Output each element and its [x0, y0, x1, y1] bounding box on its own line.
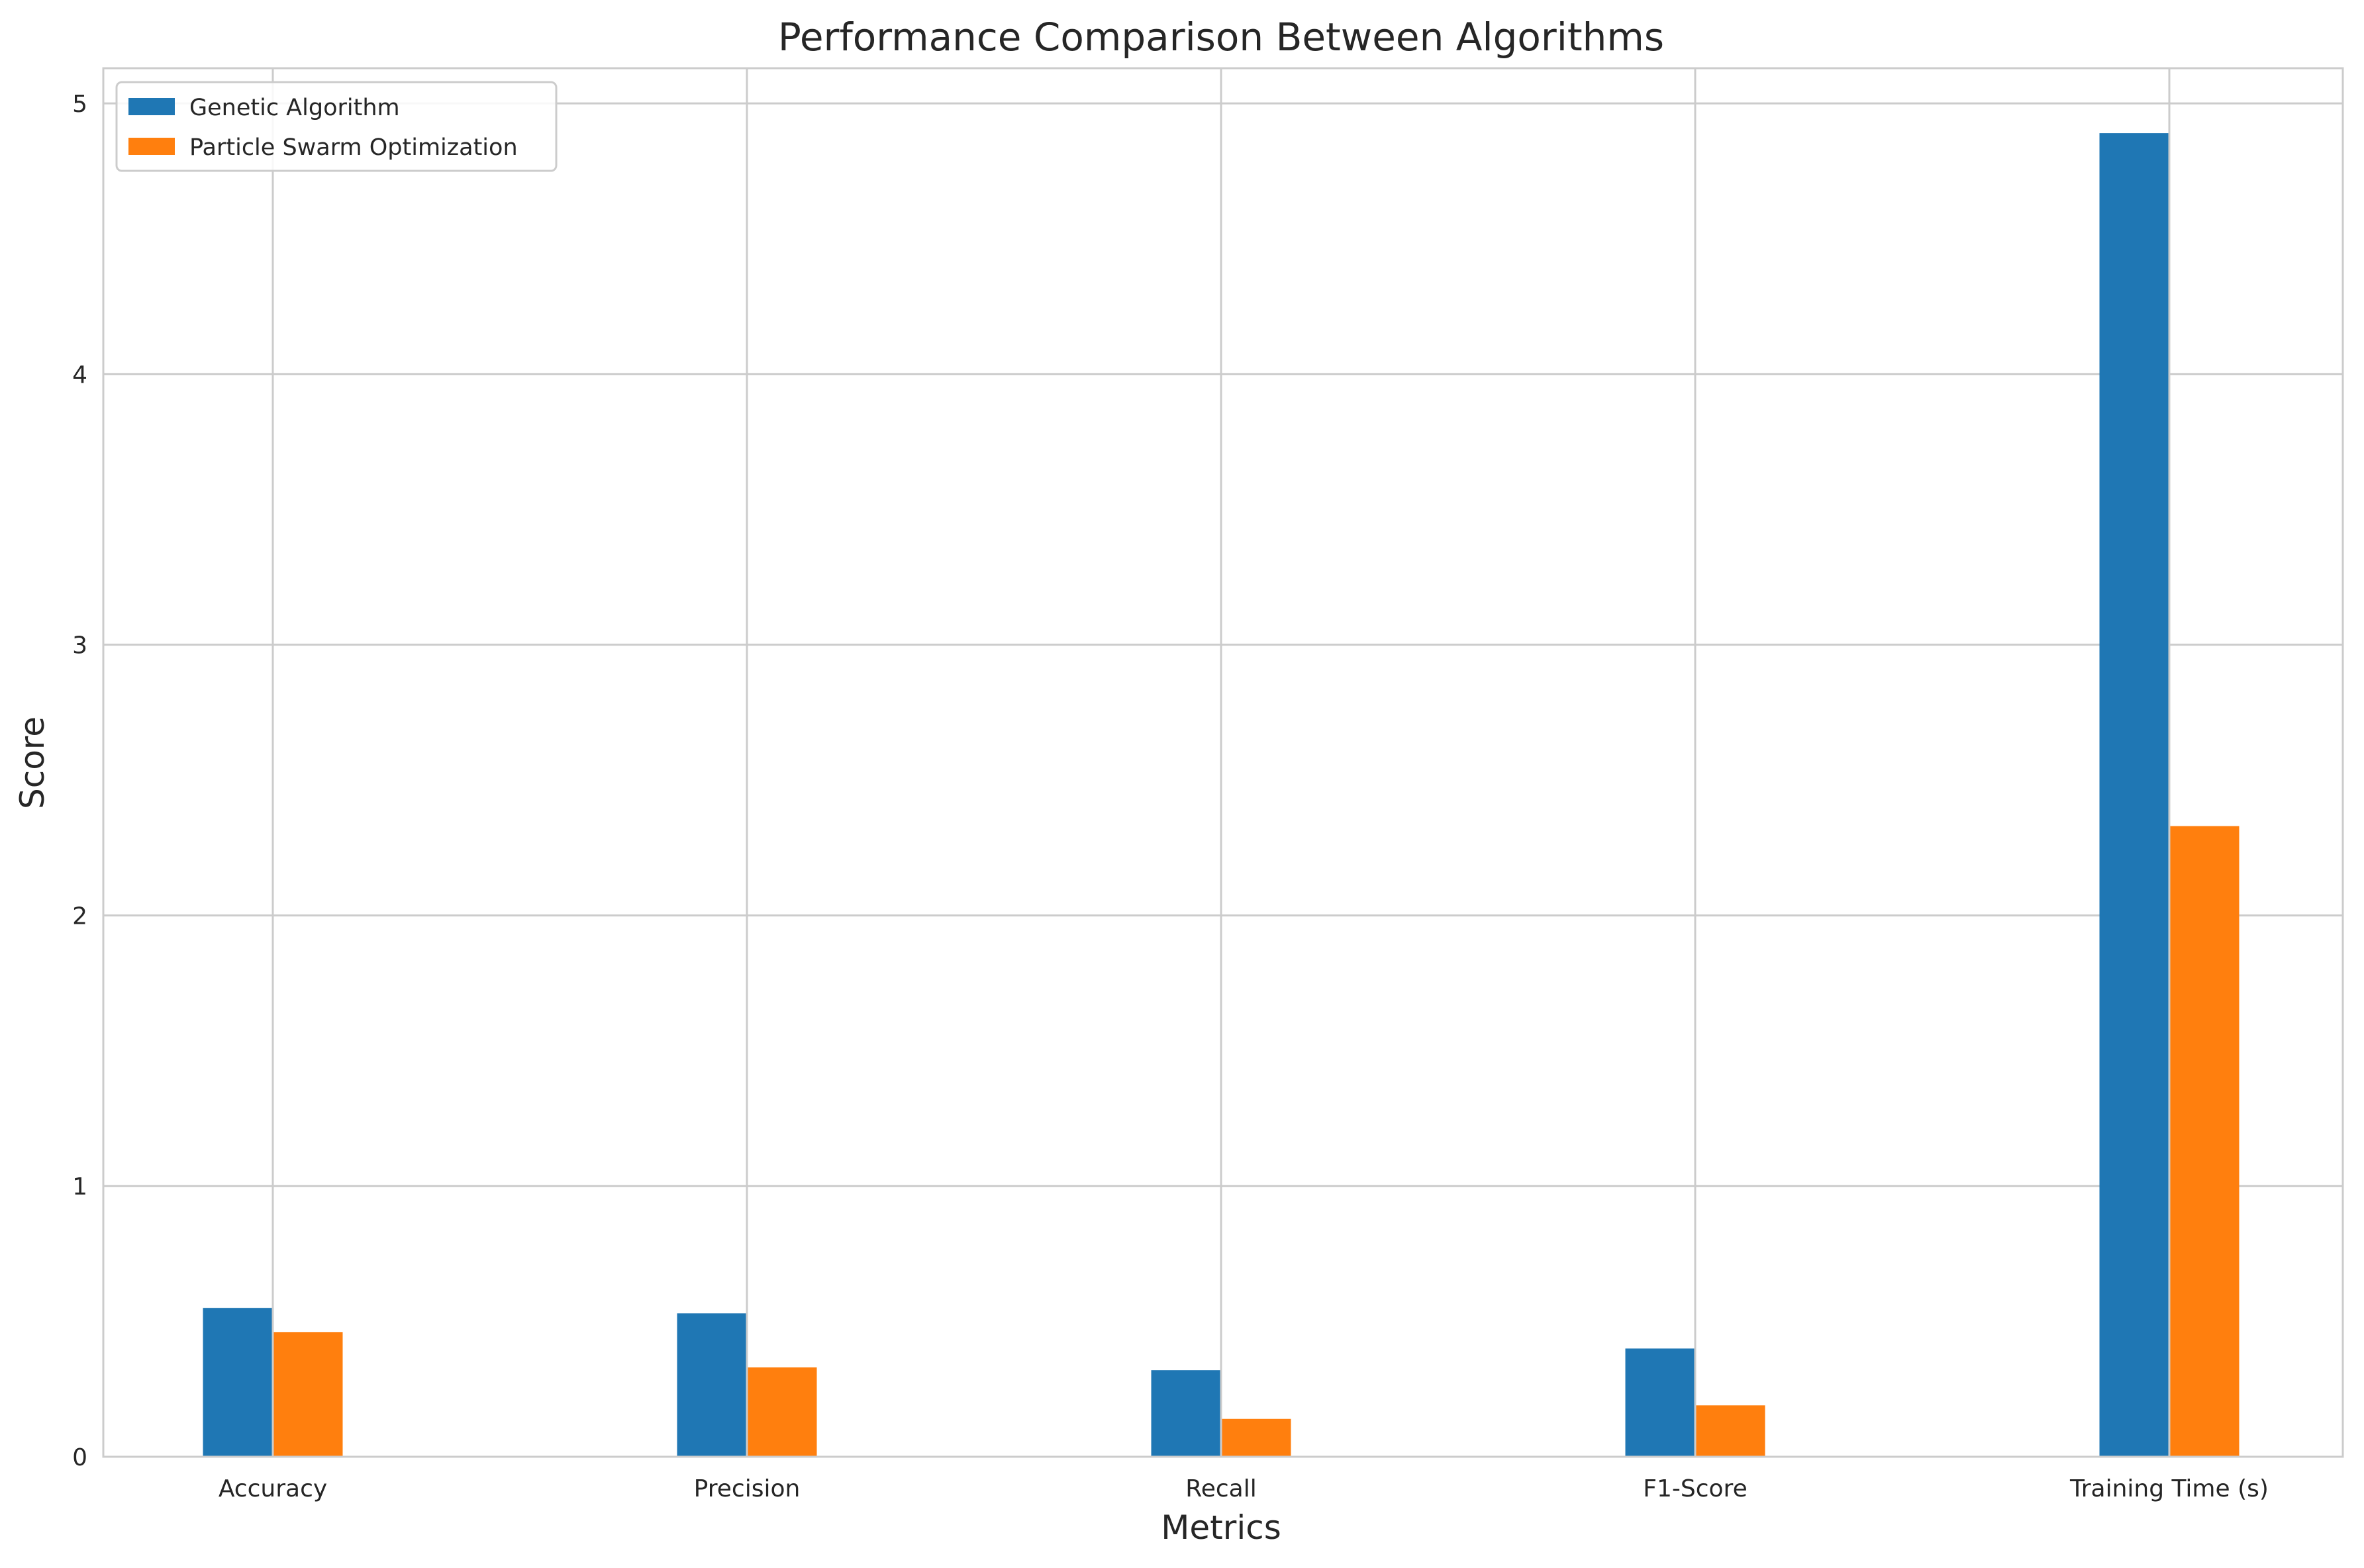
legend: Genetic Algorithm Particle Swarm Optimiza… [115, 81, 558, 172]
bar-genetic-algorithm [1151, 1370, 1220, 1457]
y-tick-label: 3 [72, 632, 87, 660]
x-tick-label: Precision [694, 1475, 801, 1502]
x-tick-label: Recall [1185, 1475, 1256, 1502]
legend-swatch [128, 138, 175, 155]
bar-particle-swarm-optimization [2170, 826, 2240, 1457]
bar-particle-swarm-optimization [1696, 1405, 1765, 1457]
x-tick-label: Training Time (s) [2069, 1475, 2269, 1502]
bar-genetic-algorithm [1625, 1348, 1695, 1457]
bar-genetic-algorithm [2099, 133, 2169, 1457]
y-tick-label: 5 [72, 91, 87, 118]
y-tick-label: 2 [72, 903, 87, 930]
y-tick-label: 1 [72, 1173, 87, 1200]
y-axis-label: Score [13, 716, 52, 809]
y-tick-label: 0 [72, 1444, 87, 1471]
legend-box [115, 81, 558, 172]
bar-particle-swarm-optimization [273, 1332, 343, 1457]
bar-particle-swarm-optimization [1222, 1418, 1291, 1457]
x-tick-label: F1-Score [1643, 1475, 1747, 1502]
x-axis-label: Metrics [1161, 1508, 1281, 1547]
bars-layer [203, 133, 2240, 1457]
legend-entry-label: Particle Swarm Optimization [189, 134, 518, 161]
y-tick-label: 4 [72, 362, 87, 389]
legend-swatch [128, 98, 175, 115]
plot-frame [102, 67, 2344, 1458]
bar-particle-swarm-optimization [748, 1367, 817, 1457]
x-tick-label: Accuracy [219, 1475, 327, 1502]
ticks-layer: 0 1 2 3 4 5 Accuracy Precision Recall F1-Score Tra… [72, 91, 2269, 1502]
legend-entry-label: Genetic Algorithm [189, 95, 400, 121]
bar-genetic-algorithm [203, 1308, 272, 1457]
chart-title: Performance Comparison Between Algorithm… [778, 15, 1664, 60]
bar-genetic-algorithm [677, 1313, 746, 1457]
